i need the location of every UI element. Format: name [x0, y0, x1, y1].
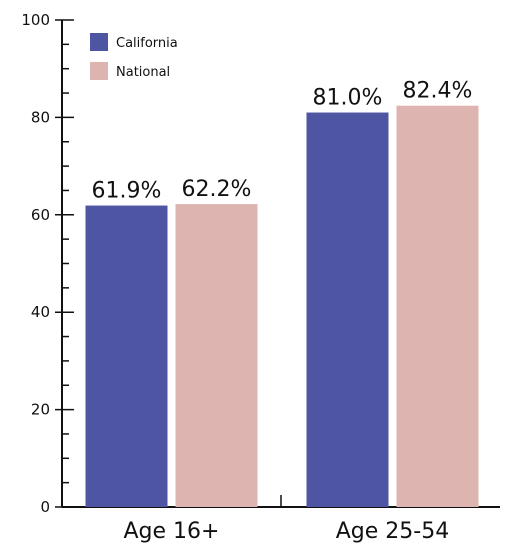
legend-label: California — [116, 36, 178, 51]
y-tick-label: 80 — [31, 108, 50, 126]
bar-data-label: 62.2% — [182, 177, 252, 202]
bar-data-label: 61.9% — [92, 179, 162, 204]
y-tick-label: 20 — [31, 401, 50, 419]
bar-data-label: 81.0% — [313, 86, 383, 111]
y-tick-label: 60 — [31, 206, 50, 224]
bar-data-label: 82.4% — [403, 79, 473, 104]
legend-label: National — [116, 65, 170, 80]
y-tick-label: 0 — [40, 498, 50, 516]
bar — [175, 204, 258, 507]
legend-swatch — [90, 62, 108, 80]
bar — [306, 112, 389, 507]
bar — [396, 105, 479, 507]
y-tick-label: 100 — [21, 11, 50, 29]
x-category-label: Age 16+ — [124, 519, 220, 544]
y-tick-label: 40 — [31, 303, 50, 321]
x-category-label: Age 25-54 — [336, 519, 449, 544]
legend-swatch — [90, 33, 108, 51]
bar — [85, 205, 168, 507]
